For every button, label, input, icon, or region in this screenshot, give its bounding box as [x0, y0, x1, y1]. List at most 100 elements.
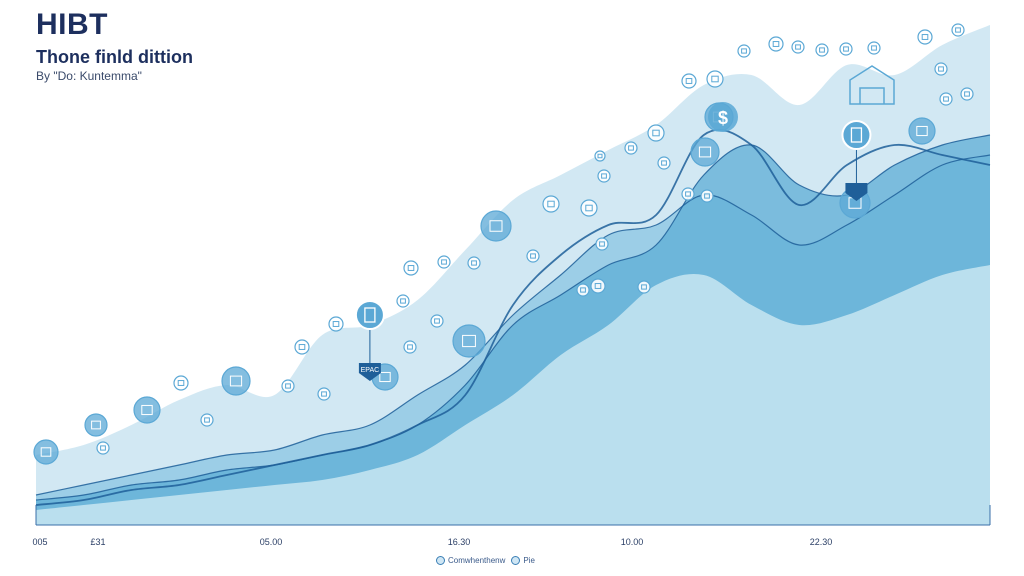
x-tick-label: 05.00 — [260, 537, 283, 547]
badge-glyph — [441, 259, 447, 265]
badge-circle — [403, 260, 419, 276]
badge-circle — [84, 413, 108, 437]
house-icon — [849, 65, 895, 105]
legend: Comwhenthenw Pie — [436, 556, 535, 565]
badge-glyph — [704, 193, 710, 199]
legend-swatch-icon — [511, 556, 521, 565]
badge-circle — [467, 256, 481, 270]
decorative-badge-icon — [867, 41, 881, 55]
dollar-badge-icon — [708, 102, 738, 132]
decorative-badge-icon — [200, 413, 214, 427]
badge-glyph — [141, 404, 153, 416]
badge-circle — [700, 189, 714, 203]
area-series-4 — [36, 265, 990, 525]
badge-circle — [690, 137, 720, 167]
decorative-badge-icon — [657, 156, 671, 170]
badge-glyph — [711, 75, 719, 83]
legend-item-1[interactable]: Comwhenthenw — [436, 556, 505, 565]
decorative-badge-icon — [33, 439, 59, 465]
badge-circle — [867, 41, 881, 55]
x-tick-label: 22.30 — [810, 537, 833, 547]
decorative-badge-icon — [173, 375, 189, 391]
decorative-badge-icon — [133, 396, 161, 424]
badge-circle — [597, 169, 611, 183]
line-series-2 — [35, 154, 991, 496]
marker-label: EPAC — [361, 367, 380, 374]
badge-glyph — [547, 200, 555, 208]
badge-circle — [580, 199, 598, 217]
badge-circle — [939, 92, 953, 106]
badge-glyph — [795, 44, 801, 50]
marker-tag — [845, 183, 868, 201]
decorative-badge-icon — [768, 36, 784, 52]
badge-circle — [542, 195, 560, 213]
marker-tag — [358, 363, 381, 381]
badge-glyph — [964, 91, 970, 97]
decorative-badge-icon — [221, 366, 251, 396]
badge-glyph — [916, 125, 928, 137]
badge-glyph — [530, 253, 536, 259]
badge-glyph — [819, 47, 825, 53]
decorative-badge-icon — [403, 260, 419, 276]
marker-circle — [841, 120, 872, 150]
decorative-badge-icon — [951, 23, 965, 37]
marker-glyph-icon — [364, 307, 376, 323]
badge-circle — [791, 40, 805, 54]
decorative-badge-icon — [84, 413, 108, 437]
badge-circle — [173, 375, 189, 391]
line-series-3 — [35, 134, 991, 501]
badge-circle — [917, 29, 933, 45]
decorative-badge-icon — [96, 441, 110, 455]
decorative-badge-icon — [706, 70, 724, 88]
chart-byline: By "Do: Kuntemma" — [36, 69, 142, 83]
x-axis — [35, 505, 991, 526]
decorative-badge-icon — [542, 195, 560, 213]
badge-glyph — [628, 145, 634, 151]
x-tick-label: 10.00 — [621, 537, 644, 547]
badge-circle — [908, 117, 936, 145]
decorative-badge-icon — [839, 42, 853, 56]
badge-circle — [737, 44, 751, 58]
decorative-badge-icon — [595, 237, 609, 251]
decorative-badge-icon — [526, 249, 540, 263]
badge-circle — [951, 23, 965, 37]
badge-circle — [526, 249, 540, 263]
legend-label: Comwhenthenw — [448, 556, 506, 565]
area-layers — [36, 25, 990, 525]
badge-circle — [624, 141, 638, 155]
badge-glyph — [379, 371, 391, 383]
badge-glyph — [685, 78, 693, 84]
decorative-badge-icon — [908, 117, 936, 145]
markers: EPAC — [354, 120, 872, 381]
badge-glyph — [434, 318, 440, 324]
badge-glyph — [91, 420, 101, 430]
badge-circle — [681, 73, 697, 89]
badge-glyph — [204, 417, 210, 423]
badge-circle — [480, 210, 512, 242]
legend-item-2[interactable]: Pie — [511, 556, 535, 565]
badge-glyph — [229, 375, 243, 387]
badge-glyph — [661, 160, 667, 166]
decorative-badge-icon — [590, 278, 606, 294]
decorative-badge-icon — [681, 187, 695, 201]
decorative-badge-icon — [467, 256, 481, 270]
decorative-badge-icon — [317, 387, 331, 401]
decorative-badge-icon — [294, 339, 310, 355]
badge-circle — [657, 156, 671, 170]
badge-glyph — [601, 173, 607, 179]
badge-circle — [681, 187, 695, 201]
decorative-badge-icon — [437, 255, 451, 269]
badge-circle — [317, 387, 331, 401]
badge-glyph — [471, 260, 477, 266]
badge-glyph — [462, 334, 476, 348]
badge-glyph — [298, 344, 306, 350]
badge-circle — [594, 150, 606, 162]
chart-subtitle: Thone finld dittion — [36, 47, 193, 67]
decorative-badge-icon — [960, 87, 974, 101]
decorative-badge-icon — [594, 150, 606, 162]
badge-glyph — [40, 447, 52, 457]
trend-lines — [35, 129, 991, 506]
decorative-badge-icon — [690, 137, 720, 167]
line-series-5 — [35, 129, 991, 506]
decorative-icons: $ — [33, 23, 974, 465]
